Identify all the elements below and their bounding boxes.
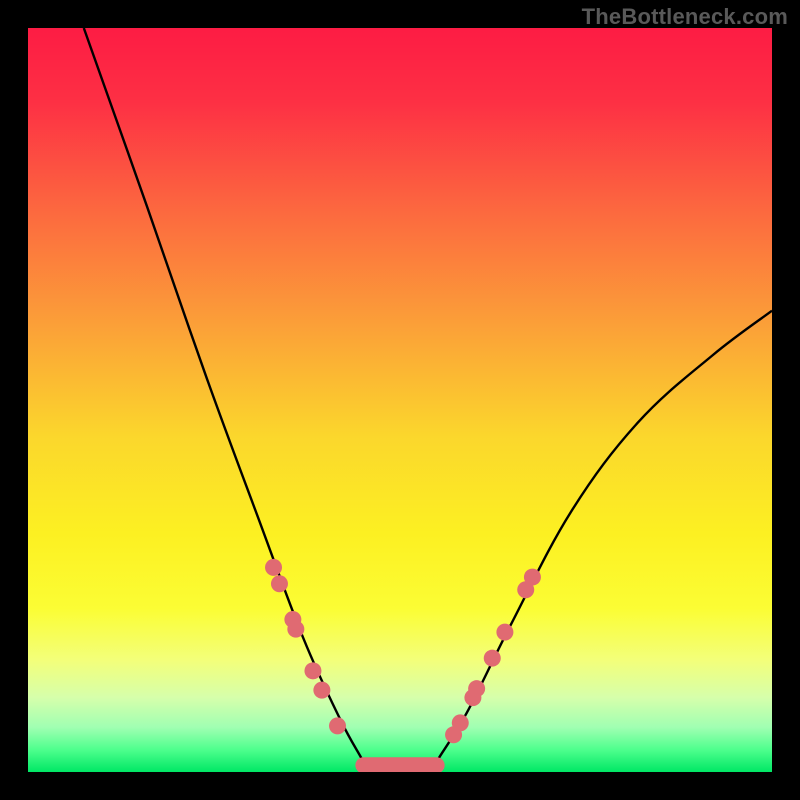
marker-dot bbox=[468, 680, 485, 697]
marker-dot bbox=[524, 569, 541, 586]
marker-dot bbox=[484, 650, 501, 667]
marker-dot bbox=[271, 575, 288, 592]
marker-dot bbox=[329, 717, 346, 734]
watermark-text: TheBottleneck.com bbox=[582, 4, 788, 30]
chart-frame: TheBottleneck.com bbox=[0, 0, 800, 800]
marker-dot bbox=[496, 624, 513, 641]
marker-dot bbox=[304, 662, 321, 679]
marker-dot bbox=[313, 682, 330, 699]
marker-dot bbox=[452, 714, 469, 731]
chart-svg bbox=[0, 0, 800, 800]
marker-dot bbox=[265, 559, 282, 576]
marker-dot bbox=[287, 621, 304, 638]
bottom-marker-bar bbox=[355, 757, 444, 773]
